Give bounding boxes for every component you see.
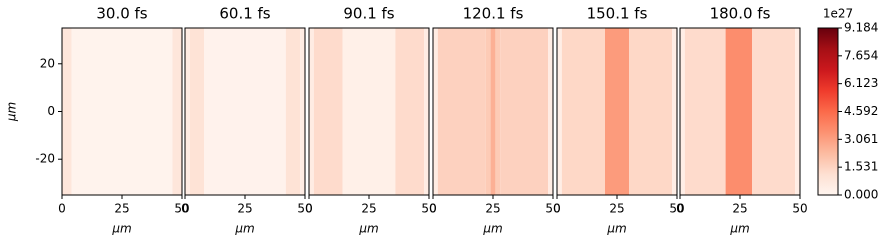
y-tick-label: 20 — [40, 56, 55, 70]
heat-cell — [725, 28, 752, 195]
heat-cell — [395, 28, 425, 195]
heat-cell — [485, 28, 491, 195]
x-tick-label: 50 — [669, 202, 684, 216]
x-tick-label: 25 — [361, 202, 376, 216]
panel-title: 90.1 fs — [343, 5, 394, 23]
x-axis-label: μm — [111, 222, 131, 236]
heat-cell — [313, 28, 343, 195]
heat-cell — [752, 28, 796, 195]
heat-cell — [62, 28, 72, 195]
colorbar — [817, 27, 839, 196]
heat-cell — [437, 28, 486, 195]
heat-cell — [71, 28, 173, 195]
x-tick-label: 0 — [181, 202, 189, 216]
x-axis-label: μm — [358, 222, 378, 236]
heat-cell — [629, 28, 673, 195]
x-tick-label: 25 — [485, 202, 500, 216]
colorbar-tick-label: 1.531 — [844, 160, 878, 174]
heat-cell — [548, 28, 553, 195]
heat-cell — [342, 28, 396, 195]
colorbar-tick-label: 0.000 — [844, 188, 878, 202]
x-tick-label: 50 — [297, 202, 312, 216]
heat-cell — [684, 28, 726, 195]
colorbar-tick-label: 6.123 — [844, 76, 878, 90]
heat-cell — [500, 28, 549, 195]
heat-cell — [185, 28, 190, 195]
colorbar-offset-label: 1e27 — [823, 7, 853, 21]
heat-cell — [424, 28, 429, 195]
colorbar-tick-label: 3.061 — [844, 132, 878, 146]
x-tick-label: 25 — [609, 202, 624, 216]
heat-cell — [490, 28, 496, 195]
panel-title: 60.1 fs — [219, 5, 270, 23]
x-tick-label: 50 — [792, 202, 807, 216]
heat-cell — [795, 28, 800, 195]
heat-cell — [172, 28, 182, 195]
heat-cell — [433, 28, 438, 195]
x-tick-label: 0 — [58, 202, 66, 216]
x-tick-label: 0 — [305, 202, 313, 216]
x-tick-label: 25 — [732, 202, 747, 216]
x-axis-label: μm — [482, 222, 502, 236]
x-axis-label: μm — [234, 222, 254, 236]
heat-cell — [557, 28, 562, 195]
heat-cell — [495, 28, 501, 195]
heat-cell — [300, 28, 305, 195]
heat-cell — [204, 28, 286, 195]
x-tick-label: 50 — [545, 202, 560, 216]
heat-cell — [561, 28, 605, 195]
heat-cell — [285, 28, 301, 195]
colorbar-tick-label: 4.592 — [844, 104, 878, 118]
x-tick-label: 0 — [429, 202, 437, 216]
y-tick-label: 0 — [47, 104, 55, 118]
colorbar-tick-label: 9.184 — [844, 21, 878, 35]
x-tick-label: 50 — [421, 202, 436, 216]
x-tick-label: 25 — [237, 202, 252, 216]
x-tick-label: 0 — [676, 202, 684, 216]
heat-cell — [672, 28, 677, 195]
heat-cell — [605, 28, 629, 195]
x-tick-label: 25 — [114, 202, 129, 216]
colorbar-tick-label: 7.654 — [844, 48, 878, 62]
heat-cell — [309, 28, 314, 195]
panel-title: 180.0 fs — [710, 5, 771, 23]
y-tick-label: -20 — [35, 152, 55, 166]
x-tick-label: 0 — [553, 202, 561, 216]
heat-cell — [189, 28, 205, 195]
panel-title: 150.1 fs — [587, 5, 648, 23]
panel-title: 30.0 fs — [96, 5, 147, 23]
x-tick-label: 50 — [174, 202, 189, 216]
x-axis-label: μm — [729, 222, 749, 236]
panel-title: 120.1 fs — [463, 5, 524, 23]
y-axis-label: μm — [5, 102, 19, 122]
heat-cell — [680, 28, 685, 195]
x-axis-label: μm — [606, 222, 626, 236]
